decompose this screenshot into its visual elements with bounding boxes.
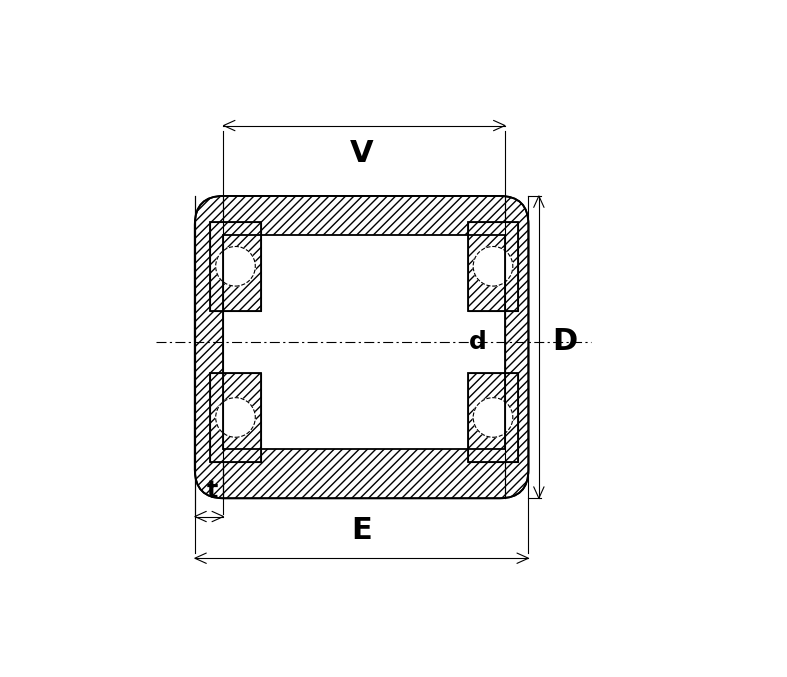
- Text: D: D: [552, 328, 577, 356]
- Bar: [224, 235, 505, 449]
- Text: V: V: [350, 139, 374, 168]
- Bar: [468, 373, 518, 462]
- Bar: [210, 373, 260, 462]
- Bar: [468, 373, 518, 462]
- FancyBboxPatch shape: [195, 196, 528, 498]
- Circle shape: [216, 246, 255, 286]
- Bar: [224, 235, 505, 449]
- Bar: [210, 222, 260, 311]
- Text: E: E: [351, 516, 372, 545]
- Text: t: t: [206, 479, 218, 504]
- Circle shape: [216, 397, 255, 437]
- Bar: [210, 222, 260, 311]
- Bar: [468, 222, 518, 311]
- Circle shape: [473, 397, 513, 437]
- Bar: [468, 222, 518, 311]
- Circle shape: [473, 246, 513, 286]
- Bar: [210, 373, 260, 462]
- Text: d: d: [468, 330, 486, 354]
